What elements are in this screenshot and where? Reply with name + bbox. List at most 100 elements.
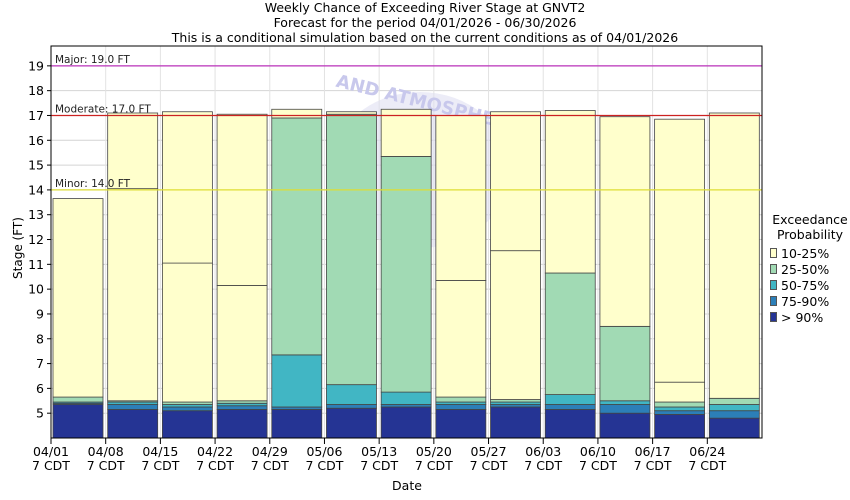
bar-segment [161,410,213,439]
week-bar-05-06 [326,111,377,439]
week-bar-06-10 [599,116,651,439]
legend-label: 50-75% [781,277,830,293]
y-tick-label: 19 [28,58,44,73]
legend-swatch [770,296,777,306]
x-tick-time-label: 7 CDT [360,458,398,473]
x-tick-label: 05/13 [361,444,397,459]
legend-title-line1: Exceedance [772,212,848,227]
bar-segment [599,412,651,439]
x-axis-label: Date [392,478,422,493]
bar-segment [326,404,377,409]
bar-segment [380,156,432,393]
legend-label: 75-90% [781,293,830,309]
x-tick-label: 04/01 [33,444,69,459]
week-bar-04-01 [52,198,104,439]
bar-segment [654,401,706,408]
bar-segment [380,391,432,405]
x-tick-time-label: 7 CDT [196,458,234,473]
y-tick-label: 8 [36,331,44,346]
week-bar-04-29 [271,108,323,439]
x-tick-label: 05/06 [306,444,342,459]
week-bar-05-27 [490,111,541,439]
bar-segment [708,417,760,439]
bar-segment [216,113,268,286]
y-tick-label: 9 [36,306,44,321]
bar-segment [654,118,706,383]
bar-segment [52,404,104,439]
bar-segment [654,410,706,415]
bar-segment [708,410,760,419]
threshold-label: Minor: 14.0 FT [55,178,131,190]
bar-segment [654,414,706,439]
legend-item: 25-50% [770,261,850,277]
x-tick-time-label: 7 CDT [634,458,672,473]
bar-segment [161,111,213,264]
y-tick-label: 5 [36,406,44,421]
y-tick-label: 13 [28,207,44,222]
bar-segment [326,113,377,386]
legend-swatch [770,312,777,322]
week-bar-04-22 [216,113,268,439]
bar-segment [52,198,104,398]
x-tick-time-label: 7 CDT [688,458,726,473]
bar-segment [216,285,268,402]
x-tick-label: 06/17 [635,444,671,459]
legend-items: 10-25% 25-50% 50-75% 75-90% > 90% [770,245,850,325]
bar-segment [326,384,377,405]
y-tick-label: 12 [28,232,44,247]
bar-segment [708,397,760,405]
week-bar-06-03 [544,110,596,439]
x-tick-time-label: 7 CDT [251,458,289,473]
bar-segment [708,112,760,399]
week-bar-05-13 [380,108,432,439]
bar-segment [161,406,213,412]
threshold-layer: Major: 19.0 FT Moderate: 17.0 FT Minor: 14… [51,54,762,191]
plot-frame [50,45,763,439]
week-bar-04-08 [107,112,159,439]
bar-segment [654,381,706,403]
x-tick-time-label: 7 CDT [32,458,70,473]
bar-segment [544,404,596,410]
bar-segment [490,111,541,252]
x-tick-label: 06/03 [525,444,561,459]
x-tick-time-label: 7 CDT [470,458,508,473]
bar-segment [599,325,651,402]
bar-segment [161,262,213,403]
bar-segment [52,396,104,403]
x-tick-label: 04/29 [252,444,288,459]
legend-swatch [770,248,777,258]
bar-segment [544,110,596,274]
bar-segment [107,409,159,439]
bar-segment [654,406,706,412]
x-tick-time-label: 7 CDT [141,458,179,473]
bar-segment [107,112,159,190]
legend-item: 10-25% [770,245,850,261]
bar-segment [380,108,432,157]
x-tick-label: 04/08 [88,444,124,459]
y-tick-label: 18 [28,83,44,98]
bar-segment [271,117,323,356]
legend-swatch [770,264,777,274]
week-bar-06-24 [708,112,760,439]
x-tick-time-label: 7 CDT [87,458,125,473]
bar-segment [544,409,596,439]
x-tick-label: 05/20 [416,444,452,459]
x-tick-label: 04/15 [142,444,178,459]
bar-segment [107,404,159,410]
y-tick-label: 11 [28,257,44,272]
legend-label: 25-50% [781,261,830,277]
x-tick-label: 04/22 [197,444,233,459]
bar-segment [435,409,487,439]
bar-segment [271,108,323,119]
bar-segment [326,407,377,439]
legend-label: > 90% [781,309,824,325]
y-tick-label: 10 [28,282,44,297]
bar-segment [435,396,487,403]
chart-title-block: Weekly Chance of Exceeding River Stage a… [0,0,850,45]
week-bar-05-20 [435,115,487,439]
bar-segment [271,354,323,408]
bar-segment [216,409,268,439]
y-tick-label: 6 [36,381,44,396]
y-tick-label: 14 [28,182,44,197]
